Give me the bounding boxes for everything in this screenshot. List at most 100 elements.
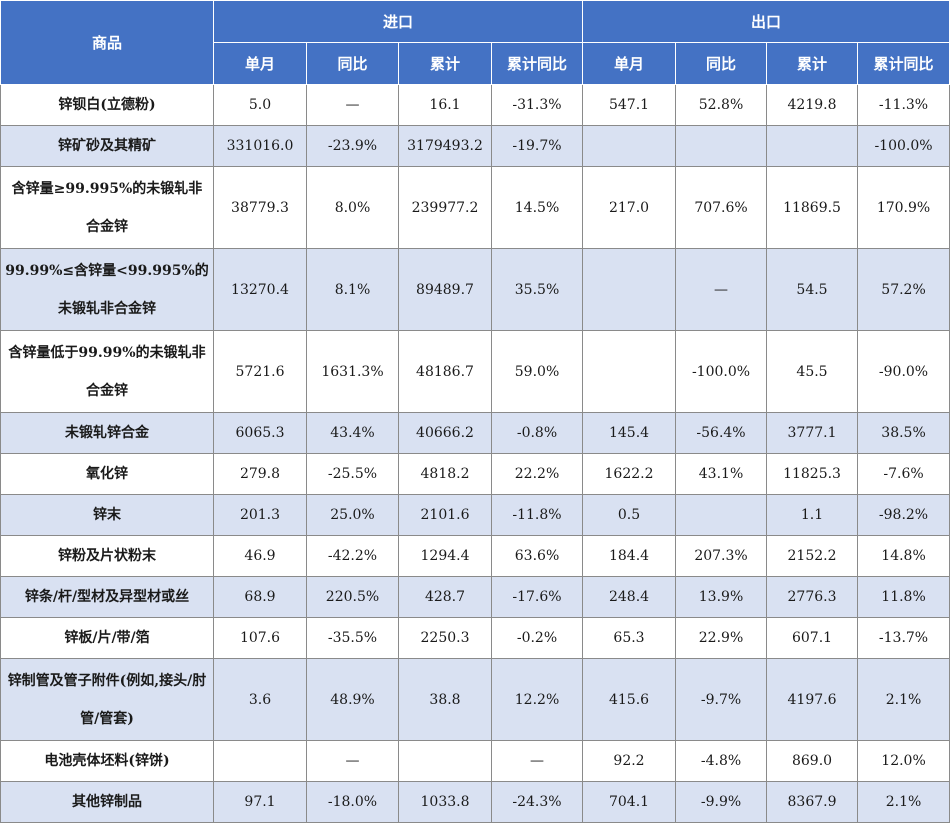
cell-export-cumulative: 11869.5 bbox=[766, 166, 859, 249]
cell-export-cumulative-yoy: 12.0% bbox=[857, 740, 950, 782]
header-export-group: 出口 bbox=[582, 0, 950, 43]
cell-import-month: 279.8 bbox=[213, 453, 307, 495]
table-row: 锌板/片/带/箔 107.6 -35.5% 2250.3 -0.2% 65.3 … bbox=[0, 617, 950, 659]
cell-import-cumulative-yoy: — bbox=[490, 740, 584, 782]
cell-import-cumulative: 239977.2 bbox=[398, 166, 492, 249]
cell-export-cumulative-yoy: 14.8% bbox=[857, 535, 950, 577]
cell-import-cumulative: 40666.2 bbox=[398, 412, 492, 454]
cell-import-cumulative: 4818.2 bbox=[398, 453, 492, 495]
cell-export-month bbox=[582, 125, 677, 167]
cell-import-cumulative-yoy: 12.2% bbox=[490, 658, 584, 741]
cell-import-month: 97.1 bbox=[213, 781, 307, 823]
row-name: 电池壳体坯料(锌饼) bbox=[0, 740, 214, 782]
table-row: 其他锌制品 97.1 -18.0% 1033.8 -24.3% 704.1 -9… bbox=[0, 781, 950, 823]
cell-import-cumulative-yoy: -19.7% bbox=[490, 125, 584, 167]
cell-export-cumulative-yoy: 170.9% bbox=[857, 166, 950, 249]
row-name: 锌钡白(立德粉) bbox=[0, 84, 214, 126]
cell-export-yoy: -100.0% bbox=[675, 330, 768, 413]
cell-export-yoy: -9.9% bbox=[675, 781, 768, 823]
row-name: 其他锌制品 bbox=[0, 781, 214, 823]
cell-export-cumulative-yoy: -100.0% bbox=[857, 125, 950, 167]
cell-export-month: 92.2 bbox=[582, 740, 677, 782]
header-import-month: 单月 bbox=[213, 42, 307, 85]
cell-import-cumulative-yoy: 14.5% bbox=[490, 166, 584, 249]
header-import-cumulative-yoy: 累计同比 bbox=[490, 42, 584, 85]
cell-import-month: 331016.0 bbox=[213, 125, 307, 167]
cell-import-month: 46.9 bbox=[213, 535, 307, 577]
header-row-groups: 商品 进口 出口 bbox=[0, 0, 950, 85]
cell-import-cumulative-yoy: -17.6% bbox=[490, 576, 584, 618]
cell-export-cumulative-yoy: -98.2% bbox=[857, 494, 950, 536]
table-row: 锌钡白(立德粉) 5.0 — 16.1 -31.3% 547.1 52.8% 4… bbox=[0, 84, 950, 126]
table-row: 锌粉及片状粉末 46.9 -42.2% 1294.4 63.6% 184.4 2… bbox=[0, 535, 950, 577]
cell-export-cumulative-yoy: 11.8% bbox=[857, 576, 950, 618]
cell-import-cumulative-yoy: -24.3% bbox=[490, 781, 584, 823]
cell-export-month: 248.4 bbox=[582, 576, 677, 618]
cell-import-yoy: -25.5% bbox=[306, 453, 399, 495]
cell-import-cumulative-yoy: -0.2% bbox=[490, 617, 584, 659]
cell-import-month: 5.0 bbox=[213, 84, 307, 126]
row-name: 锌末 bbox=[0, 494, 214, 536]
cell-export-cumulative: 8367.9 bbox=[766, 781, 859, 823]
cell-export-cumulative: 54.5 bbox=[766, 248, 859, 331]
cell-export-cumulative: 4197.6 bbox=[766, 658, 859, 741]
row-name: 锌矿砂及其精矿 bbox=[0, 125, 214, 167]
cell-import-cumulative: 2101.6 bbox=[398, 494, 492, 536]
header-export-yoy: 同比 bbox=[675, 42, 768, 85]
cell-export-month bbox=[582, 330, 677, 413]
table-row: 锌制管及管子附件(例如,接头/肘管/管套) 3.6 48.9% 38.8 12.… bbox=[0, 658, 950, 741]
cell-export-yoy: -56.4% bbox=[675, 412, 768, 454]
cell-export-month: 217.0 bbox=[582, 166, 677, 249]
table-row: 锌条/杆/型材及异型材或丝 68.9 220.5% 428.7 -17.6% 2… bbox=[0, 576, 950, 618]
cell-export-month: 1622.2 bbox=[582, 453, 677, 495]
header-export-cumulative: 累计 bbox=[766, 42, 859, 85]
cell-export-month: 704.1 bbox=[582, 781, 677, 823]
cell-export-month: 184.4 bbox=[582, 535, 677, 577]
cell-export-yoy: — bbox=[675, 248, 768, 331]
cell-export-cumulative-yoy: 2.1% bbox=[857, 658, 950, 741]
cell-import-cumulative: 48186.7 bbox=[398, 330, 492, 413]
cell-import-yoy: -18.0% bbox=[306, 781, 399, 823]
cell-import-cumulative: 38.8 bbox=[398, 658, 492, 741]
cell-export-cumulative-yoy: 38.5% bbox=[857, 412, 950, 454]
cell-import-yoy: 25.0% bbox=[306, 494, 399, 536]
cell-export-cumulative: 45.5 bbox=[766, 330, 859, 413]
cell-export-yoy: 52.8% bbox=[675, 84, 768, 126]
cell-export-cumulative-yoy: 57.2% bbox=[857, 248, 950, 331]
cell-import-cumulative: 428.7 bbox=[398, 576, 492, 618]
cell-export-yoy bbox=[675, 125, 768, 167]
cell-import-cumulative-yoy: 63.6% bbox=[490, 535, 584, 577]
cell-import-cumulative-yoy: -31.3% bbox=[490, 84, 584, 126]
cell-import-cumulative-yoy: 35.5% bbox=[490, 248, 584, 331]
cell-import-yoy: -35.5% bbox=[306, 617, 399, 659]
table-row: 氧化锌 279.8 -25.5% 4818.2 22.2% 1622.2 43.… bbox=[0, 453, 950, 495]
cell-import-month bbox=[213, 740, 307, 782]
cell-import-cumulative: 89489.7 bbox=[398, 248, 492, 331]
cell-import-yoy: 8.0% bbox=[306, 166, 399, 249]
table-row: 锌矿砂及其精矿 331016.0 -23.9% 3179493.2 -19.7%… bbox=[0, 125, 950, 167]
table-body: 锌钡白(立德粉) 5.0 — 16.1 -31.3% 547.1 52.8% 4… bbox=[0, 84, 950, 823]
cell-import-yoy: — bbox=[306, 84, 399, 126]
cell-export-cumulative: 2776.3 bbox=[766, 576, 859, 618]
cell-import-yoy: -42.2% bbox=[306, 535, 399, 577]
cell-export-cumulative: 2152.2 bbox=[766, 535, 859, 577]
cell-export-yoy: 207.3% bbox=[675, 535, 768, 577]
header-export-cumulative-yoy: 累计同比 bbox=[857, 42, 950, 85]
cell-import-month: 6065.3 bbox=[213, 412, 307, 454]
table-row: 未锻轧锌合金 6065.3 43.4% 40666.2 -0.8% 145.4 … bbox=[0, 412, 950, 454]
row-name: 未锻轧锌合金 bbox=[0, 412, 214, 454]
cell-export-cumulative-yoy: 2.1% bbox=[857, 781, 950, 823]
cell-export-cumulative-yoy: -13.7% bbox=[857, 617, 950, 659]
header-row-columns: 单月 同比 累计 累计同比 单月 同比 累计 累计同比 bbox=[1, 42, 950, 85]
cell-import-month: 3.6 bbox=[213, 658, 307, 741]
cell-export-yoy: 707.6% bbox=[675, 166, 768, 249]
cell-import-cumulative-yoy: -11.8% bbox=[490, 494, 584, 536]
cell-import-yoy: 8.1% bbox=[306, 248, 399, 331]
cell-export-cumulative-yoy: -90.0% bbox=[857, 330, 950, 413]
cell-export-cumulative: 1.1 bbox=[766, 494, 859, 536]
row-name: 氧化锌 bbox=[0, 453, 214, 495]
cell-import-month: 68.9 bbox=[213, 576, 307, 618]
cell-export-month: 0.5 bbox=[582, 494, 677, 536]
row-name: 锌条/杆/型材及异型材或丝 bbox=[0, 576, 214, 618]
row-name: 锌板/片/带/箔 bbox=[0, 617, 214, 659]
